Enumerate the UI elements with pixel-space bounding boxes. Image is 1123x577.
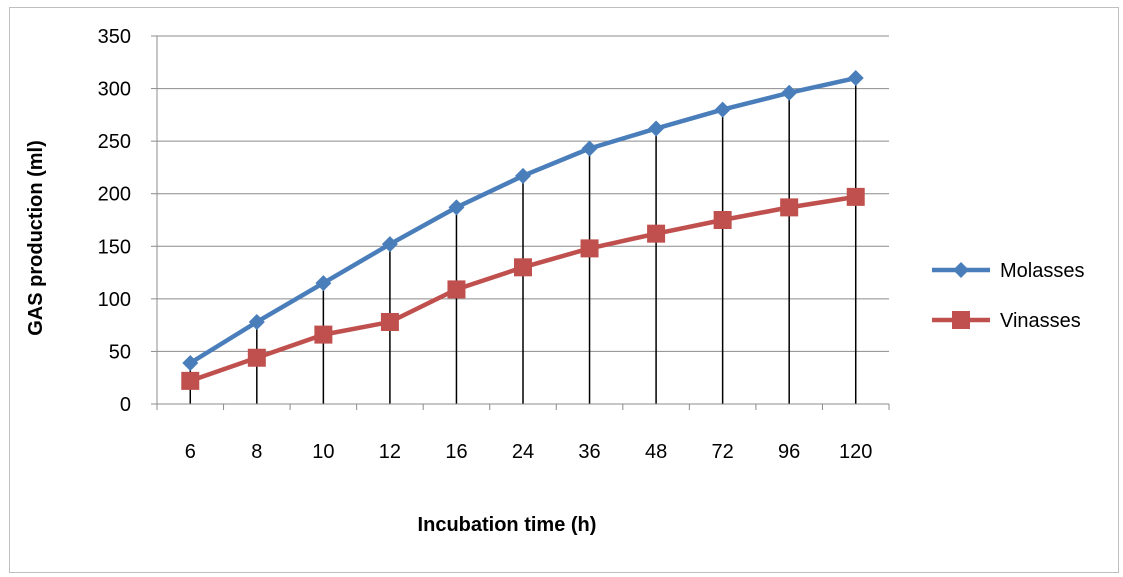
data-point [648, 120, 665, 137]
legend-label: Molasses [1000, 260, 1084, 282]
x-tick-label: 16 [445, 441, 467, 463]
drop-lines [189, 78, 857, 404]
legend-marker [952, 311, 970, 329]
data-point [181, 371, 200, 390]
data-point [314, 325, 333, 344]
data-point [580, 239, 599, 258]
x-tick-label: 72 [712, 441, 734, 463]
data-point [581, 140, 598, 157]
legend: Molasses Vinasses [932, 260, 1084, 332]
data-point [714, 101, 731, 118]
series-vinasses [181, 187, 865, 390]
axes [151, 35, 890, 410]
y-tick-label: 50 [109, 341, 131, 363]
data-point [781, 84, 798, 101]
data-point [247, 348, 266, 367]
y-tick-label: 150 [98, 236, 131, 258]
x-axis-title: Incubation time (h) [418, 514, 597, 536]
series-layer [181, 70, 865, 390]
y-tick-label: 350 [98, 26, 131, 48]
y-tick-label: 0 [120, 394, 131, 416]
y-tick-labels: 0 50 100 150 200 250 300 350 [98, 26, 131, 416]
data-point [380, 312, 399, 331]
y-tick-label: 100 [98, 289, 131, 311]
x-tick-label: 36 [578, 441, 600, 463]
x-tick-label: 24 [512, 441, 534, 463]
data-point [248, 313, 265, 330]
data-point [647, 224, 666, 243]
data-point [448, 199, 465, 216]
data-point [182, 354, 199, 371]
legend-item-molasses: Molasses [932, 260, 1084, 282]
data-point [846, 187, 865, 206]
x-tick-label: 8 [251, 441, 262, 463]
data-point [514, 258, 532, 277]
x-tick-label: 120 [839, 441, 872, 463]
x-tick-label: 96 [778, 441, 800, 463]
data-point [713, 211, 732, 229]
y-tick-label: 250 [98, 131, 131, 153]
x-tick-labels: 6 8 10 12 16 24 36 48 72 96 120 [185, 441, 873, 463]
data-point [315, 275, 332, 292]
y-axis-title: GAS production (ml) [25, 140, 47, 336]
legend-marker [953, 262, 969, 278]
x-tick-label: 12 [379, 441, 401, 463]
x-tick-label: 10 [312, 441, 334, 463]
chart-frame [9, 7, 1119, 573]
y-tick-label: 200 [98, 184, 131, 206]
data-point [515, 167, 531, 184]
data-point [381, 236, 398, 253]
data-point [780, 198, 799, 217]
x-tick-label: 48 [645, 441, 667, 463]
data-point [847, 70, 864, 87]
legend-label: Vinasses [1000, 310, 1081, 332]
x-tick-label: 6 [185, 441, 196, 463]
y-tick-label: 300 [98, 79, 131, 101]
legend-item-vinasses: Vinasses [932, 310, 1081, 332]
series-molasses [182, 70, 864, 371]
data-point [447, 280, 466, 299]
